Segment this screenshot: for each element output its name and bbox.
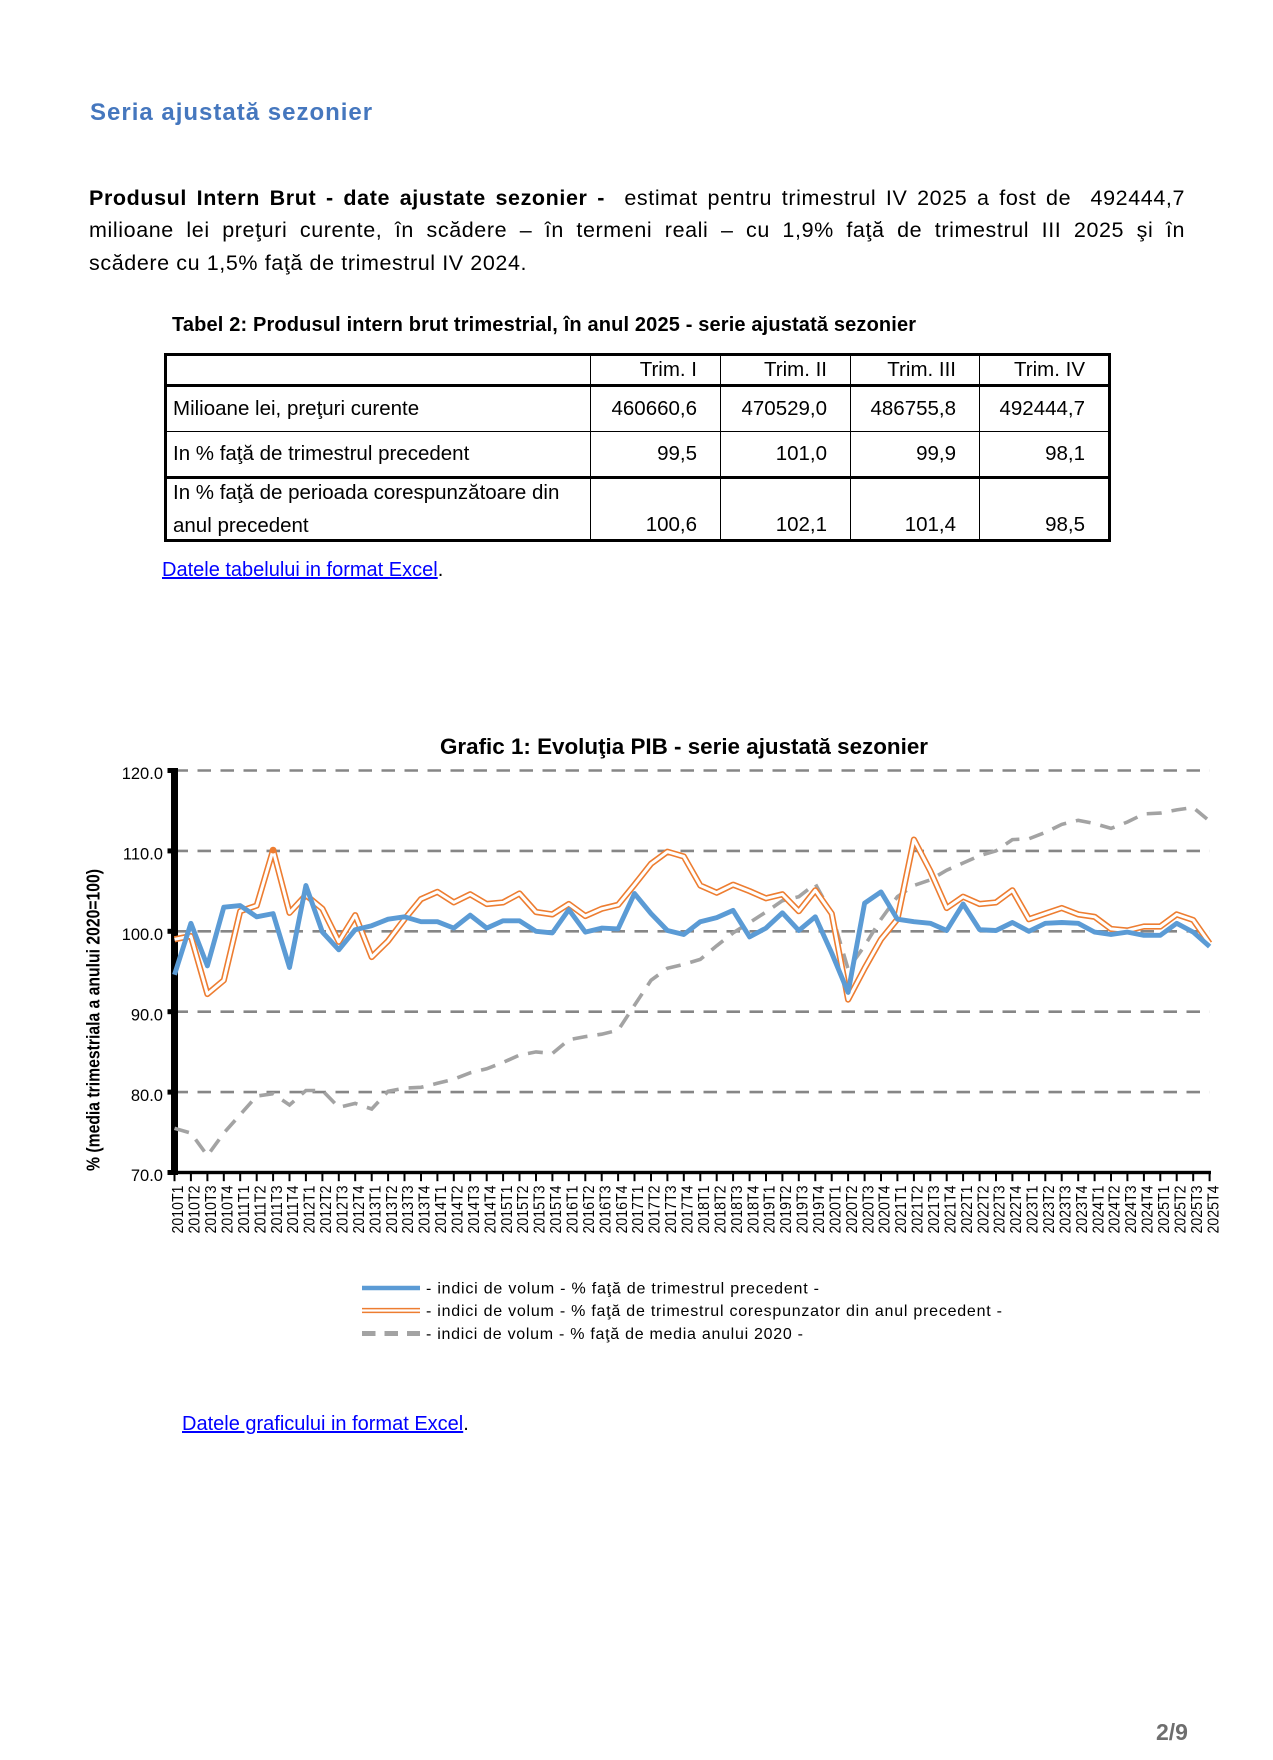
svg-text:2010T4: 2010T4 bbox=[220, 1185, 237, 1233]
svg-text:2012T1: 2012T1 bbox=[302, 1186, 319, 1234]
svg-text:2020T1: 2020T1 bbox=[827, 1186, 844, 1234]
svg-text:2017T4: 2017T4 bbox=[680, 1185, 697, 1233]
svg-text:- indici de volum - % faţă de: - indici de volum - % faţă de media anul… bbox=[426, 1326, 803, 1343]
svg-text:2016T2: 2016T2 bbox=[581, 1186, 598, 1234]
svg-text:2014T1: 2014T1 bbox=[433, 1186, 450, 1234]
svg-text:2016T3: 2016T3 bbox=[597, 1186, 614, 1234]
svg-text:2010T3: 2010T3 bbox=[203, 1186, 220, 1234]
svg-text:2020T4: 2020T4 bbox=[877, 1185, 894, 1233]
svg-text:120.0: 120.0 bbox=[122, 765, 163, 783]
svg-text:2019T3: 2019T3 bbox=[795, 1186, 812, 1234]
svg-text:2011T2: 2011T2 bbox=[252, 1186, 269, 1234]
svg-text:2021T1: 2021T1 bbox=[893, 1186, 910, 1234]
svg-text:2024T3: 2024T3 bbox=[1123, 1186, 1140, 1234]
svg-text:Grafic 1: Evoluţia PIB - serie: Grafic 1: Evoluţia PIB - serie ajustată … bbox=[440, 734, 928, 759]
svg-text:2025T3: 2025T3 bbox=[1189, 1186, 1206, 1234]
svg-text:90.0: 90.0 bbox=[131, 1006, 163, 1024]
svg-text:- indici de volum - % faţă de: - indici de volum - % faţă de trimestrul… bbox=[426, 1303, 1002, 1320]
svg-text:2023T2: 2023T2 bbox=[1041, 1186, 1058, 1234]
svg-text:2019T4: 2019T4 bbox=[811, 1185, 828, 1233]
svg-text:2025T2: 2025T2 bbox=[1172, 1186, 1189, 1234]
svg-text:2022T4: 2022T4 bbox=[1008, 1185, 1025, 1233]
svg-text:100.0: 100.0 bbox=[122, 926, 163, 944]
svg-text:2015T4: 2015T4 bbox=[548, 1185, 565, 1233]
svg-text:2021T2: 2021T2 bbox=[910, 1186, 927, 1234]
svg-text:2025T4: 2025T4 bbox=[1205, 1185, 1222, 1233]
svg-text:2013T3: 2013T3 bbox=[400, 1186, 417, 1234]
svg-text:2014T3: 2014T3 bbox=[466, 1186, 483, 1234]
svg-text:2017T3: 2017T3 bbox=[663, 1186, 680, 1234]
svg-text:2010T2: 2010T2 bbox=[187, 1186, 204, 1234]
svg-text:2011T3: 2011T3 bbox=[269, 1186, 286, 1234]
svg-text:2023T3: 2023T3 bbox=[1057, 1186, 1074, 1234]
svg-text:2018T3: 2018T3 bbox=[729, 1186, 746, 1234]
svg-text:80.0: 80.0 bbox=[131, 1087, 163, 1105]
svg-text:2021T4: 2021T4 bbox=[942, 1185, 959, 1233]
svg-text:2013T1: 2013T1 bbox=[367, 1186, 384, 1234]
svg-text:2017T2: 2017T2 bbox=[647, 1186, 664, 1234]
svg-text:2022T1: 2022T1 bbox=[959, 1186, 976, 1234]
svg-text:2023T4: 2023T4 bbox=[1074, 1185, 1091, 1233]
svg-text:2017T1: 2017T1 bbox=[630, 1186, 647, 1234]
svg-text:% (media trimestriala a anului: % (media trimestriala a anului 2020=100) bbox=[83, 869, 104, 1171]
svg-text:2022T3: 2022T3 bbox=[992, 1186, 1009, 1234]
svg-text:2022T2: 2022T2 bbox=[975, 1186, 992, 1234]
svg-text:2021T3: 2021T3 bbox=[926, 1186, 943, 1234]
svg-text:2014T4: 2014T4 bbox=[482, 1185, 499, 1233]
svg-text:2011T4: 2011T4 bbox=[285, 1185, 302, 1233]
svg-text:2024T1: 2024T1 bbox=[1090, 1186, 1107, 1234]
svg-text:2014T2: 2014T2 bbox=[450, 1186, 467, 1234]
svg-text:70.0: 70.0 bbox=[131, 1167, 163, 1185]
svg-text:2020T2: 2020T2 bbox=[844, 1186, 861, 1234]
svg-text:2012T3: 2012T3 bbox=[335, 1186, 352, 1234]
svg-text:2015T1: 2015T1 bbox=[499, 1186, 516, 1234]
svg-text:2018T2: 2018T2 bbox=[712, 1186, 729, 1234]
svg-text:2015T2: 2015T2 bbox=[515, 1186, 532, 1234]
svg-text:2013T4: 2013T4 bbox=[417, 1185, 434, 1233]
svg-text:2015T3: 2015T3 bbox=[532, 1186, 549, 1234]
svg-text:2010T1: 2010T1 bbox=[170, 1186, 187, 1234]
svg-text:110.0: 110.0 bbox=[123, 846, 163, 864]
svg-text:2013T2: 2013T2 bbox=[384, 1186, 401, 1234]
svg-text:- indici de volum - % faţă de: - indici de volum - % faţă de trimestrul… bbox=[426, 1280, 819, 1297]
svg-text:2011T1: 2011T1 bbox=[236, 1186, 253, 1234]
svg-text:2023T1: 2023T1 bbox=[1025, 1186, 1042, 1234]
svg-text:2018T1: 2018T1 bbox=[696, 1186, 713, 1234]
svg-text:2025T1: 2025T1 bbox=[1156, 1186, 1173, 1234]
svg-text:2019T1: 2019T1 bbox=[762, 1186, 779, 1234]
svg-text:2024T4: 2024T4 bbox=[1140, 1185, 1157, 1233]
svg-text:2018T4: 2018T4 bbox=[745, 1185, 762, 1233]
svg-text:2016T4: 2016T4 bbox=[614, 1185, 631, 1233]
svg-text:2024T2: 2024T2 bbox=[1107, 1186, 1124, 1234]
svg-text:2012T4: 2012T4 bbox=[351, 1185, 368, 1233]
svg-text:2019T2: 2019T2 bbox=[778, 1186, 795, 1234]
svg-text:2016T1: 2016T1 bbox=[565, 1186, 582, 1234]
svg-text:2020T3: 2020T3 bbox=[860, 1186, 877, 1234]
svg-text:2012T2: 2012T2 bbox=[318, 1186, 335, 1234]
